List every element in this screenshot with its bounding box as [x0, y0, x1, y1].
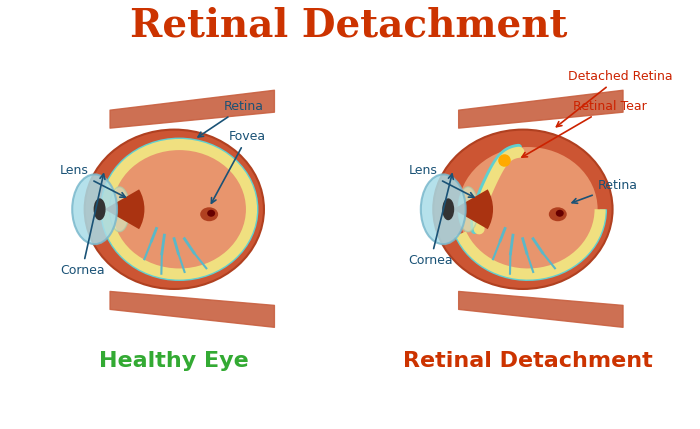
- Ellipse shape: [110, 147, 249, 272]
- Ellipse shape: [85, 130, 264, 289]
- Text: Cornea: Cornea: [408, 174, 454, 267]
- Ellipse shape: [200, 207, 218, 221]
- Text: Lens: Lens: [408, 164, 474, 197]
- Ellipse shape: [94, 198, 106, 220]
- Text: Healthy Eye: Healthy Eye: [99, 350, 249, 371]
- Text: Retina: Retina: [572, 179, 638, 203]
- Text: Retinal Tear: Retinal Tear: [522, 100, 647, 157]
- Wedge shape: [453, 189, 493, 229]
- Text: Cornea: Cornea: [60, 174, 105, 277]
- Text: Retinal Detachment: Retinal Detachment: [130, 6, 567, 44]
- Ellipse shape: [110, 187, 130, 232]
- Ellipse shape: [458, 147, 598, 272]
- Text: Retina: Retina: [198, 100, 264, 137]
- Ellipse shape: [442, 198, 454, 220]
- Ellipse shape: [549, 207, 567, 221]
- Ellipse shape: [458, 187, 478, 232]
- Ellipse shape: [556, 210, 564, 217]
- Text: Detached Retina: Detached Retina: [556, 70, 673, 127]
- Text: Lens: Lens: [60, 164, 125, 197]
- Text: Fovea: Fovea: [211, 130, 266, 203]
- Wedge shape: [104, 189, 144, 229]
- Ellipse shape: [72, 175, 117, 244]
- Ellipse shape: [421, 175, 466, 244]
- Ellipse shape: [433, 130, 612, 289]
- Text: Retinal Detachment: Retinal Detachment: [403, 350, 653, 371]
- Ellipse shape: [207, 210, 215, 217]
